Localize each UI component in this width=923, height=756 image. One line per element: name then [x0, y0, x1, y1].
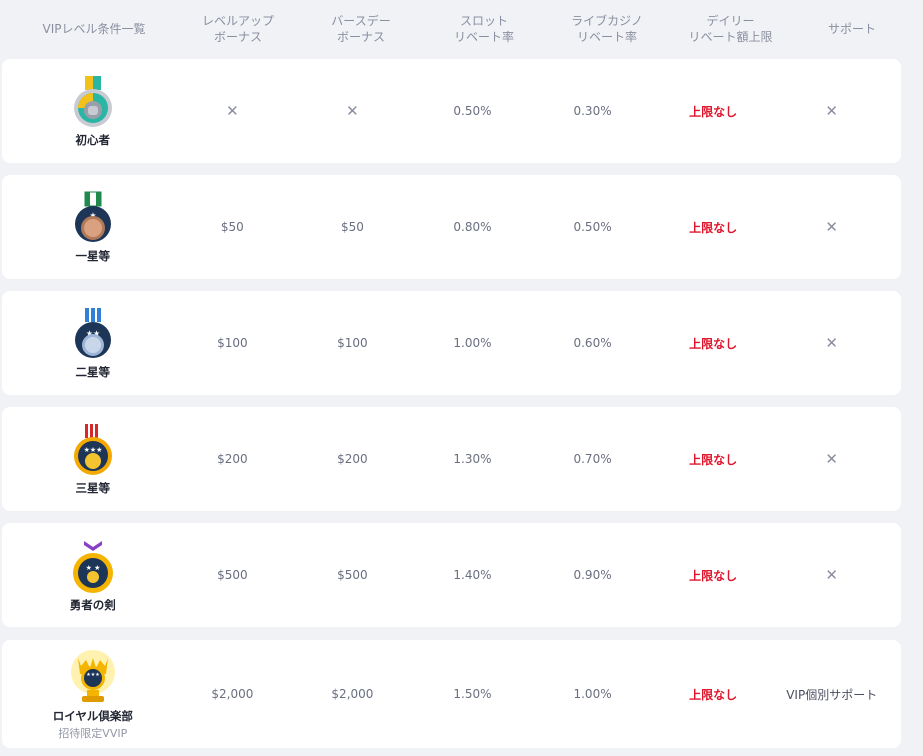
level-cell: ★★ 二星等: [2, 306, 184, 380]
table-header: VIPレベル条件一覧 レベルアップ ボーナス バースデー ボーナス スロット リ…: [0, 0, 923, 58]
live-casino-rebate-value: 0.70%: [573, 452, 612, 466]
birthday-bonus-value: $200: [337, 452, 368, 466]
svg-text:★: ★: [89, 211, 96, 220]
header-level-conditions: VIPレベル条件一覧: [42, 22, 146, 36]
level-name: 三星等: [75, 481, 111, 495]
level-name: 二星等: [75, 365, 111, 379]
daily-limit-value: 上限なし: [689, 568, 738, 583]
daily-limit-value: 上限なし: [689, 220, 738, 235]
live-casino-rebate-value: 0.30%: [573, 104, 612, 118]
header-levelup-bonus: レベルアップ ボーナス: [201, 14, 274, 44]
level-name: 初心者: [75, 133, 111, 147]
level-cell: 初心者: [2, 74, 184, 148]
level-cell: ★ 一星等: [2, 190, 184, 264]
level-cell: ★ ★ 勇者の剣: [2, 537, 184, 613]
levelup-bonus-value: $50: [220, 220, 244, 234]
header-support: サポート: [827, 22, 876, 36]
level-cell: ★★★ ロイヤル倶楽部 招待限定VVIP: [2, 648, 184, 741]
level-cell: ★★★ 三星等: [2, 422, 184, 496]
support-value: ✕: [825, 334, 838, 352]
table-row: 初心者 ✕ ✕ 0.50% 0.30% 上限なし ✕: [2, 59, 901, 163]
slot-rebate-value: 1.00%: [453, 336, 492, 350]
support-value: ✕: [825, 102, 838, 120]
slot-rebate-value: 0.50%: [453, 104, 492, 118]
levelup-bonus-value: $2,000: [211, 687, 254, 701]
svg-text:★★★: ★★★: [83, 446, 102, 454]
slot-rebate-value: 1.40%: [453, 568, 492, 582]
two-star-medal-icon: ★★: [71, 306, 115, 362]
birthday-bonus-value: ✕: [346, 102, 359, 120]
birthday-bonus-value: $100: [337, 336, 368, 350]
one-star-medal-icon: ★: [71, 190, 115, 246]
three-star-medal-icon: ★★★: [71, 422, 115, 478]
svg-text:★ ★: ★ ★: [85, 564, 100, 572]
level-name: 一星等: [75, 249, 111, 263]
daily-limit-value: 上限なし: [689, 104, 738, 119]
levelup-bonus-value: ✕: [226, 102, 239, 120]
header-slot-rebate: スロット リベート率: [453, 14, 514, 44]
level-subtitle: 招待限定VVIP: [58, 726, 128, 740]
support-value: ✕: [825, 218, 838, 236]
table-row: ★★ 二星等 $100 $100 1.00% 0.60% 上限なし ✕: [2, 291, 901, 395]
royal-club-trophy-icon: ★★★: [66, 648, 120, 706]
live-casino-rebate-value: 0.60%: [573, 336, 612, 350]
svg-text:★★: ★★: [86, 329, 100, 338]
beginner-medal-icon: [71, 74, 115, 130]
table-row: ★★★ 三星等 $200 $200 1.30% 0.70% 上限なし ✕: [2, 407, 901, 511]
levelup-bonus-value: $100: [217, 336, 248, 350]
slot-rebate-value: 0.80%: [453, 220, 492, 234]
slot-rebate-value: 1.50%: [453, 687, 492, 701]
level-name: 勇者の剣: [69, 598, 116, 612]
hero-sword-medal-icon: ★ ★: [68, 537, 118, 595]
live-casino-rebate-value: 1.00%: [573, 687, 612, 701]
support-value: VIP個別サポート: [786, 687, 878, 702]
daily-limit-value: 上限なし: [689, 687, 738, 702]
live-casino-rebate-value: 0.90%: [573, 568, 612, 582]
header-live-casino-rebate: ライブカジノ リベート率: [571, 14, 643, 44]
support-value: ✕: [825, 566, 838, 584]
birthday-bonus-value: $50: [340, 220, 364, 234]
svg-text:★★★: ★★★: [86, 672, 100, 678]
support-value: ✕: [825, 450, 838, 468]
header-daily-rebate-limit: デイリー リベート額上限: [688, 14, 773, 44]
table-row: ★ 一星等 $50 $50 0.80% 0.50% 上限なし ✕: [2, 175, 901, 279]
slot-rebate-value: 1.30%: [453, 452, 492, 466]
daily-limit-value: 上限なし: [689, 336, 738, 351]
levelup-bonus-value: $500: [217, 568, 248, 582]
daily-limit-value: 上限なし: [689, 452, 738, 467]
level-name: ロイヤル倶楽部: [52, 708, 133, 723]
levelup-bonus-value: $200: [217, 452, 248, 466]
live-casino-rebate-value: 0.50%: [573, 220, 612, 234]
table-row: ★★★ ロイヤル倶楽部 招待限定VVIP $2,000 $2,000 1.50%…: [2, 640, 901, 748]
birthday-bonus-value: $2,000: [331, 687, 374, 701]
header-birthday-bonus: バースデー ボーナス: [331, 14, 391, 44]
birthday-bonus-value: $500: [337, 568, 368, 582]
table-row: ★ ★ 勇者の剣 $500 $500 1.40% 0.90% 上限なし ✕: [2, 523, 901, 627]
